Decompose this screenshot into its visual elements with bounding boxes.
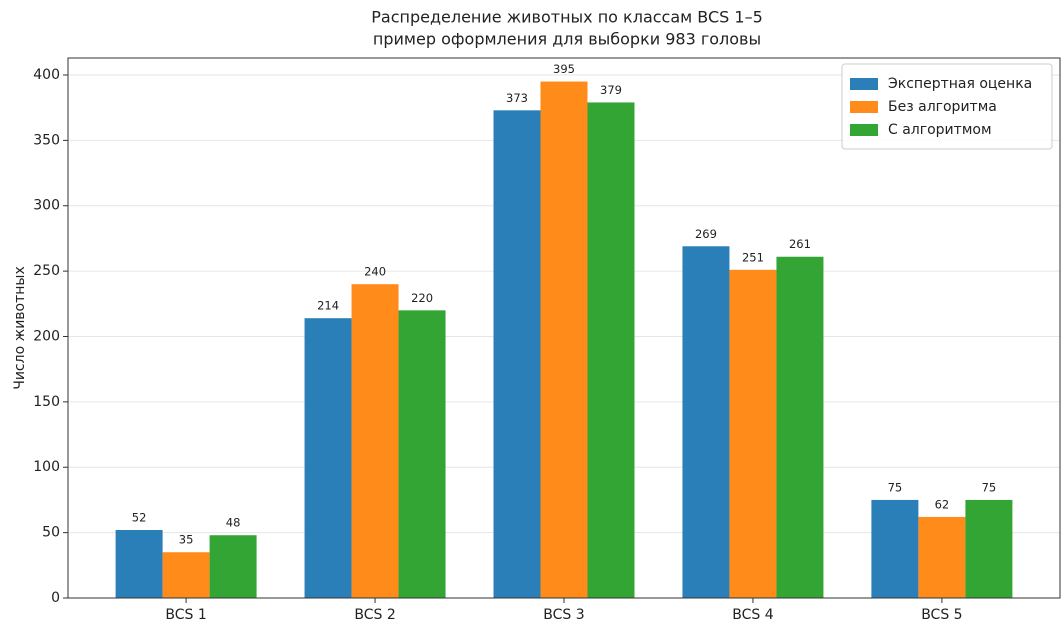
data-label: 75 — [982, 480, 997, 494]
x-tick-label: BCS 2 — [354, 607, 395, 623]
bar — [776, 256, 824, 598]
y-tick-label: 50 — [42, 525, 60, 541]
legend-label: С алгоритмом — [888, 122, 992, 138]
legend-box — [841, 63, 1053, 150]
y-tick-label: 350 — [33, 132, 60, 148]
chart-subtitle: пример оформления для выборки 983 головы — [373, 30, 761, 49]
x-tick-label: BCS 5 — [921, 607, 962, 623]
legend-swatch — [850, 101, 878, 113]
legend-label: Без алгоритма — [888, 99, 997, 115]
bar — [587, 102, 635, 599]
y-tick-label: 0 — [51, 590, 60, 606]
data-label: 75 — [888, 480, 903, 494]
y-tick-label: 250 — [33, 263, 60, 279]
data-label: 62 — [935, 497, 950, 511]
legend-swatch — [850, 78, 878, 90]
bar — [162, 552, 210, 598]
data-label: 240 — [364, 265, 386, 279]
bar — [493, 110, 541, 599]
data-label: 35 — [179, 533, 194, 547]
x-tick-label: BCS 1 — [165, 607, 206, 623]
bar — [351, 284, 399, 598]
bar — [918, 516, 966, 598]
legend-label: Экспертная оценка — [888, 76, 1032, 92]
x-tick-label: BCS 4 — [732, 607, 773, 623]
data-label: 48 — [226, 516, 241, 530]
data-label: 379 — [600, 83, 622, 97]
bar — [871, 499, 919, 598]
y-tick-label: 100 — [33, 459, 60, 475]
data-label: 269 — [695, 227, 717, 241]
y-tick-label: 150 — [33, 394, 60, 410]
data-label: 261 — [789, 237, 811, 251]
legend: Экспертная оценка Без алгоритма С алгоритм… — [841, 63, 1053, 150]
bar — [398, 310, 446, 598]
x-tick-label: BCS 3 — [543, 607, 584, 623]
bar — [540, 81, 588, 599]
data-label: 251 — [742, 250, 764, 264]
data-label: 395 — [553, 62, 575, 76]
data-label: 214 — [317, 299, 339, 313]
bar — [304, 318, 352, 598]
bar — [729, 269, 777, 598]
plot-frame — [67, 57, 1061, 599]
bar — [965, 499, 1013, 598]
data-label: 373 — [506, 91, 528, 105]
data-label: 52 — [132, 511, 147, 525]
bar — [209, 535, 257, 598]
bar — [682, 246, 730, 598]
y-tick-label: 300 — [33, 198, 60, 214]
chart-title: Распределение животных по классам BCS 1–… — [371, 8, 763, 27]
y-axis-label: Число животных — [12, 266, 28, 390]
y-tick-label: 400 — [33, 67, 60, 83]
legend-swatch — [850, 124, 878, 136]
bar — [115, 530, 163, 598]
y-tick-label: 200 — [33, 328, 60, 344]
data-label: 220 — [411, 291, 433, 305]
